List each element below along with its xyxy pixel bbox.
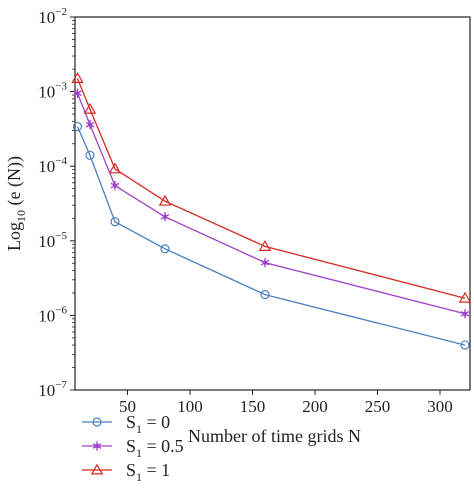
x-tick-label: 100 <box>177 397 203 416</box>
x-tick-label: 200 <box>302 397 328 416</box>
data-point <box>460 309 470 319</box>
plot-area: 50 100 150 200 250 300 10−7 10−6 10−5 10−4 10−3 10−… <box>4 6 472 446</box>
legend-label: S1 = 0.5 <box>126 436 184 460</box>
data-point <box>110 217 120 227</box>
x-tick-label: 50 <box>119 397 136 416</box>
legend-marker <box>92 441 102 451</box>
legend-label: S1 = 0 <box>126 412 170 436</box>
data-point <box>110 180 120 191</box>
legend: S1 = 0S1 = 0.5S1 = 1 <box>82 412 184 484</box>
data-point <box>260 258 270 268</box>
star-core <box>112 183 118 188</box>
star-core <box>262 260 268 265</box>
data-point <box>108 162 122 174</box>
legend-marker <box>92 417 102 427</box>
star-stroke <box>160 213 170 220</box>
star-core <box>462 311 468 316</box>
y-tick-label: 10−4 <box>38 155 67 176</box>
series-line-0 <box>76 126 466 346</box>
y-tick-label: 10−2 <box>38 6 67 27</box>
y-axis-label: Log10 (e (N)) <box>4 156 28 251</box>
data-point <box>71 72 84 83</box>
series-line-2 <box>76 78 466 299</box>
x-tick-label: 150 <box>240 397 266 416</box>
y-tick-label: 10−5 <box>38 230 67 251</box>
legend-item: S1 = 1 <box>82 460 170 484</box>
series-line-1 <box>76 93 466 315</box>
legend-item: S1 = 0 <box>82 412 170 436</box>
star-stroke <box>110 182 120 189</box>
y-tick-label: 10−7 <box>38 379 67 400</box>
data-point <box>160 212 170 222</box>
legend-label: S1 = 1 <box>126 460 170 484</box>
data-point <box>258 240 272 251</box>
axes-frame <box>74 16 471 391</box>
star-stroke <box>73 90 82 97</box>
data-point <box>458 291 472 303</box>
star-stroke <box>460 310 470 317</box>
x-tick-label: 250 <box>365 397 391 416</box>
data-point <box>72 121 83 132</box>
y-tick-label: 10−6 <box>38 304 67 325</box>
star-core <box>162 214 168 219</box>
x-tick-label: 300 <box>427 397 453 416</box>
data-point <box>85 120 95 130</box>
star-core <box>87 122 93 127</box>
star-stroke <box>92 443 102 449</box>
star-core <box>75 91 80 96</box>
star-core <box>94 443 100 449</box>
data-point <box>160 244 170 254</box>
data-point <box>260 290 270 300</box>
data-point <box>85 150 95 160</box>
legend-item: S1 = 0.5 <box>82 436 184 460</box>
data-point <box>83 102 97 114</box>
legend-marker <box>90 463 104 475</box>
x-axis-label: Number of time grids N <box>188 426 361 446</box>
data-point <box>460 340 470 350</box>
star-stroke <box>85 121 95 128</box>
data-point <box>158 194 172 206</box>
data-point <box>73 88 82 98</box>
y-tick-label: 10−3 <box>38 81 67 102</box>
star-stroke <box>260 259 270 266</box>
